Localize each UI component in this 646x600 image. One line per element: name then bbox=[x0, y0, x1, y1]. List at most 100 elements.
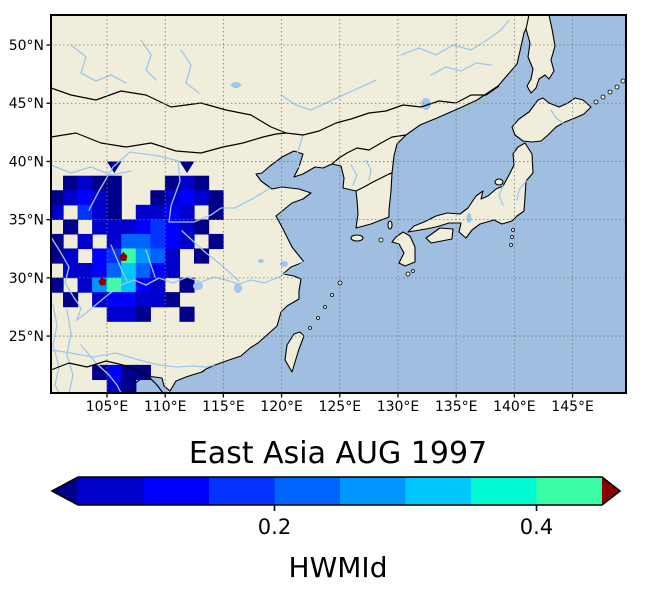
kherlen-river bbox=[180, 49, 200, 94]
hwmid-cell bbox=[164, 248, 181, 264]
hwmid-cell bbox=[106, 263, 122, 279]
hwmid-cell-triangle bbox=[179, 161, 195, 174]
hwmid-cell bbox=[106, 219, 122, 235]
colorbar-segments bbox=[78, 477, 603, 505]
hwmid-extreme-spots bbox=[98, 251, 128, 286]
x-tick-label: 105°E bbox=[86, 399, 129, 415]
hwmid-cell bbox=[121, 379, 137, 393]
y-tick-label: 45°N bbox=[9, 96, 44, 112]
hwmid-cell bbox=[121, 219, 137, 235]
colorbar-segment bbox=[78, 477, 144, 505]
hwmid-cell bbox=[193, 175, 210, 191]
china-vietnam-border bbox=[51, 360, 164, 393]
hwmid-cell bbox=[121, 306, 137, 322]
hwmid-cell bbox=[179, 204, 195, 220]
hwmid-cell-triangle bbox=[106, 161, 122, 174]
hwmid-cell bbox=[92, 364, 108, 381]
colorbar-segment bbox=[143, 477, 210, 505]
hwmid-cell bbox=[150, 248, 166, 264]
colorbar-tick-label: 0.2 bbox=[258, 515, 291, 539]
hwmid-cell bbox=[106, 379, 122, 393]
hwmid-cell bbox=[164, 204, 181, 220]
russia-china-border bbox=[51, 85, 500, 136]
ussuri-river bbox=[430, 62, 492, 76]
colorbar-under-arrow bbox=[52, 477, 78, 505]
hwmid-cell bbox=[63, 219, 79, 235]
hwmid-cell bbox=[135, 292, 151, 308]
mekong-river bbox=[52, 304, 60, 393]
x-tick-label: 125°E bbox=[318, 399, 361, 415]
hokkaido-island bbox=[511, 97, 592, 143]
rivers-layer bbox=[51, 19, 564, 393]
hwmid-cell bbox=[106, 364, 122, 381]
hwmid-cell bbox=[63, 292, 79, 308]
hwmid-cell bbox=[208, 204, 224, 220]
selenga-river bbox=[70, 44, 127, 84]
hwmid-cell bbox=[150, 233, 166, 250]
hwmid-cell bbox=[63, 175, 79, 191]
sado-island bbox=[494, 178, 504, 186]
xi-river bbox=[51, 349, 215, 368]
hwmid-cell bbox=[164, 233, 181, 250]
kyushu-island bbox=[391, 231, 416, 267]
hwmid-cell bbox=[179, 175, 195, 191]
yellow-river bbox=[88, 151, 271, 223]
colorbar-segment bbox=[405, 477, 472, 505]
hwmid-cell bbox=[106, 277, 122, 293]
hwmid-cell bbox=[135, 306, 151, 322]
hwmid-cell bbox=[106, 190, 122, 206]
hwmid-overlay bbox=[51, 161, 224, 393]
hwmid-cell bbox=[106, 248, 122, 264]
hwmid-cell bbox=[135, 204, 151, 220]
han-river bbox=[181, 230, 240, 282]
extreme-value-spot bbox=[98, 276, 107, 286]
colorbar-segment bbox=[471, 477, 537, 505]
colorbar-over-arrow bbox=[602, 477, 620, 505]
country-borders-layer bbox=[51, 85, 500, 393]
colorbar-segment bbox=[209, 477, 275, 505]
tsushima-island bbox=[387, 220, 393, 230]
y-tick-label: 30°N bbox=[9, 271, 44, 287]
hwmid-cell bbox=[77, 233, 93, 250]
jeju-island bbox=[350, 234, 364, 242]
x-tick-label: 120°E bbox=[260, 399, 303, 415]
kitakami-river bbox=[516, 180, 527, 201]
hwmid-cell bbox=[106, 233, 122, 250]
korean-river-2 bbox=[365, 159, 372, 181]
hwmid-cell bbox=[135, 277, 151, 293]
hwmid-cell bbox=[92, 263, 108, 279]
y-tick-label: 35°N bbox=[9, 213, 44, 229]
hwmid-cell bbox=[150, 219, 166, 235]
hwmid-cell bbox=[92, 204, 108, 220]
ishikari-river bbox=[550, 109, 564, 124]
korea-dmz-border bbox=[355, 172, 393, 192]
hwmid-cell bbox=[208, 190, 224, 206]
hwmid-cell bbox=[63, 263, 79, 279]
hwmid-cell bbox=[121, 292, 137, 308]
shinano-river bbox=[498, 185, 504, 206]
hwmid-cell bbox=[164, 175, 181, 191]
hwmid-cell bbox=[121, 233, 137, 250]
hwmid-cell bbox=[92, 219, 108, 235]
x-tick-label: 130°E bbox=[377, 399, 420, 415]
shikoku-island bbox=[425, 227, 454, 244]
graticule-gridlines bbox=[51, 15, 626, 393]
hwmid-cell bbox=[51, 233, 64, 250]
extreme-value-spot bbox=[119, 251, 128, 261]
hwmid-cell bbox=[63, 190, 79, 206]
hwmid-cell bbox=[135, 364, 151, 381]
y-tick-label: 25°N bbox=[9, 329, 44, 345]
hwmid-cell bbox=[179, 233, 195, 250]
korean-river-1 bbox=[350, 164, 358, 186]
x-tick-label: 110°E bbox=[144, 399, 187, 415]
x-axis-ticks: 105°E 110°E 115°E 120°E 125°E 130°E 135°E 140°E… bbox=[86, 393, 594, 415]
hwmid-cell bbox=[51, 204, 64, 220]
hwmid-cell bbox=[92, 248, 108, 264]
salween-river bbox=[66, 309, 74, 393]
yangtze-river bbox=[51, 236, 305, 322]
colorbar-segment bbox=[340, 477, 406, 505]
hwmid-cell bbox=[106, 204, 122, 220]
hwmid-cell bbox=[77, 277, 93, 293]
nkorea-china-border bbox=[331, 134, 407, 165]
